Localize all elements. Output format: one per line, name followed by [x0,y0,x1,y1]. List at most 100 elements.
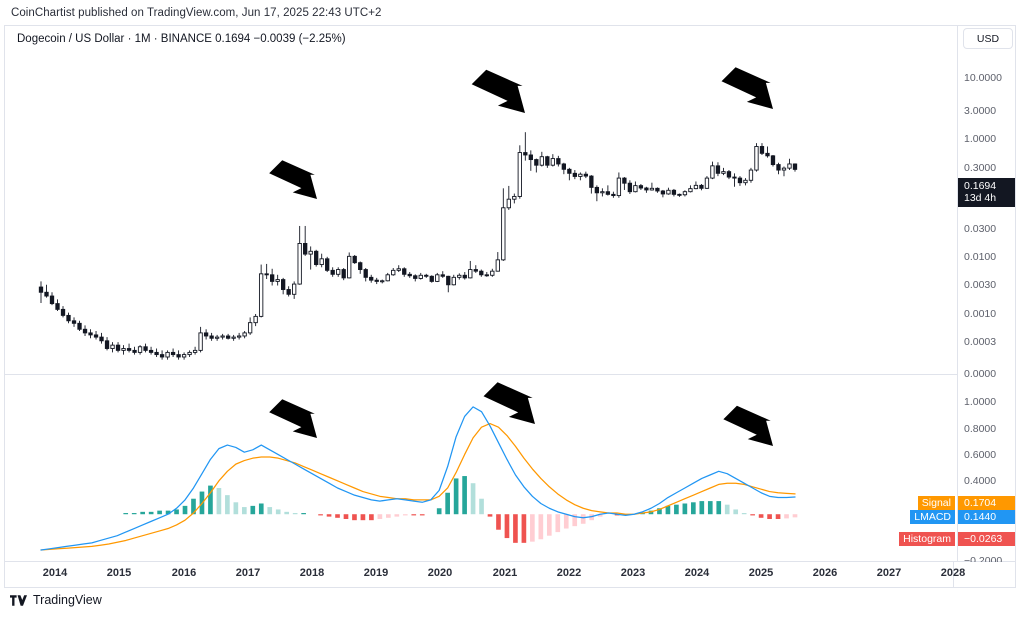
candle [600,188,605,197]
candle-body [633,185,638,193]
candle-body [622,177,627,184]
macd-histogram-bar [724,504,730,515]
macd-scale-tick: 0.4000 [964,475,997,487]
macd-histogram-bar [292,513,298,515]
candle [104,337,110,351]
macd-scale[interactable]: 1.0000 0.8000 0.6000 0.4000 −0.2000 0.1704 0.1… [958,375,1017,567]
candle [792,163,798,172]
tradingview-footer[interactable]: TradingView [10,593,102,607]
candle-body [369,276,374,281]
candle-body [512,195,517,200]
macd-value-badge-signal[interactable]: 0.1704 [958,496,1015,510]
candle-body [55,303,60,310]
macd-histogram-bar [496,514,501,530]
candle-body [236,335,242,338]
price-scale-tick: 0.0030 [964,279,997,291]
candle [242,331,247,339]
candle [66,312,71,324]
candle-body [787,163,792,169]
macd-histogram-bar [275,509,281,515]
candle [633,181,638,193]
macd-indicator-plot[interactable] [5,375,957,562]
macd-value-badge-histogram[interactable]: −0.0263 [958,532,1015,546]
candle [82,325,88,336]
candle [286,286,291,297]
price-pane[interactable] [5,26,957,374]
candle-body [451,276,456,286]
candle [484,272,489,277]
macd-series-label-signal[interactable]: Signal [917,496,955,510]
candle-body [446,275,451,286]
candle-body [561,163,567,170]
candle-body [71,320,77,324]
candle-body [319,258,324,266]
candle [181,352,187,360]
candle-body [479,270,484,276]
macd-histogram-bar [657,508,662,515]
candle [148,346,154,355]
last-price-badge[interactable]: 0.1694 13d 4h [958,178,1015,207]
chart-frame: Dogecoin / US Dollar · 1M · BINANCE 0.16… [4,25,1017,567]
macd-histogram-bar [453,478,459,515]
macd-series-label-histogram[interactable]: Histogram [899,532,955,546]
candle [341,268,346,281]
macd-histogram-bar [369,514,374,521]
candle-body [721,171,726,174]
candle-body [347,255,352,279]
macd-series-label-lmacd[interactable]: LMACD [910,510,955,524]
candle [506,185,511,210]
scale-divider [957,26,958,561]
macd-histogram-bar [301,513,306,515]
candle-body [699,184,704,189]
candle-body [457,274,462,278]
candle [176,350,181,360]
candle [214,334,220,341]
candle-body [748,169,754,181]
candle-body [649,187,655,191]
candle [374,277,379,285]
time-scale-tick: 2027 [876,567,902,579]
currency-badge[interactable]: USD [963,28,1013,49]
price-scale[interactable]: USD 10.0000 3.0000 1.0000 0.3000 0.0300 0.010… [958,26,1017,380]
candle-body [671,189,677,195]
candle [165,350,170,360]
candle [192,346,198,355]
candle-body [583,173,589,177]
candle [468,260,473,279]
candle-body [380,280,385,283]
candle [495,252,500,272]
time-scale-tick: 2028 [940,567,966,579]
time-scale-tick: 2016 [171,567,197,579]
candle [297,225,302,285]
candle-body [170,351,176,356]
macd-value-badge-lmacd[interactable]: 0.1440 [958,510,1015,524]
candle [594,185,600,202]
candle [44,284,49,298]
candle [572,170,578,180]
macd-histogram-bar [343,514,349,519]
macd-histogram-bar [148,511,154,515]
candle [462,272,467,280]
price-candlestick-plot[interactable] [5,26,957,374]
macd-histogram-bar [792,514,798,518]
macd-pane[interactable] [5,375,957,562]
candle [281,277,286,295]
candle [253,313,258,327]
macd-histogram-bar [208,485,213,515]
macd-histogram-bar [784,514,789,519]
candle [385,272,390,282]
candle-body [209,335,214,339]
candle [170,348,176,357]
candle-body [484,274,489,277]
symbol-legend[interactable]: Dogecoin / US Dollar · 1M · BINANCE 0.16… [17,33,346,45]
candle [512,193,517,204]
candle [247,317,253,335]
price-scale-tick: 3.0000 [964,105,997,117]
macd-histogram-bar [462,476,467,515]
macd-histogram-bar [182,505,188,515]
time-scale[interactable]: 2014 2015 2016 2017 2018 2019 2020 2021 2022 2023… [4,562,1016,588]
macd-histogram-bar [691,502,696,515]
candle-body [693,184,699,190]
candle-body [385,274,390,282]
candle-body [589,175,594,188]
